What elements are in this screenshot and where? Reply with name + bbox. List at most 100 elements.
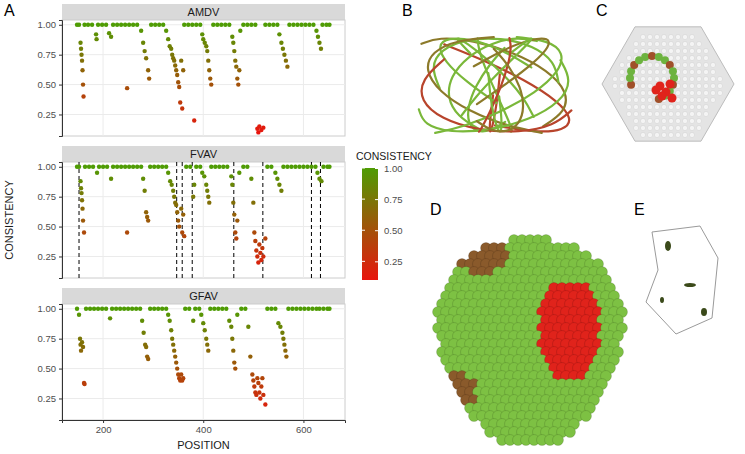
capsid-texture xyxy=(654,132,659,137)
point xyxy=(175,366,179,370)
capsid-texture xyxy=(640,69,645,74)
capsid-texture xyxy=(619,90,624,95)
point xyxy=(88,307,92,311)
capsid-patch xyxy=(652,86,661,95)
capsid-texture xyxy=(717,83,722,88)
point xyxy=(291,23,295,27)
point xyxy=(285,165,289,169)
point xyxy=(231,200,235,204)
capsid-texture xyxy=(689,90,694,95)
capsid-texture xyxy=(682,34,687,39)
tick-mark xyxy=(375,168,378,169)
capsid-texture xyxy=(675,118,680,123)
point xyxy=(79,52,83,56)
capsid-patch xyxy=(666,80,675,89)
point xyxy=(172,194,176,198)
capsid-texture xyxy=(654,69,659,74)
point xyxy=(115,165,119,169)
capsid-texture xyxy=(689,97,694,102)
tick-mark xyxy=(59,197,62,198)
tick-label: 0.75 xyxy=(38,333,57,344)
point xyxy=(241,23,245,27)
point xyxy=(223,23,227,27)
point xyxy=(171,342,175,346)
point xyxy=(111,165,115,169)
capsid-texture xyxy=(682,69,687,74)
point xyxy=(171,189,175,193)
capsid-texture xyxy=(689,83,694,88)
point xyxy=(260,376,264,380)
capsid-texture xyxy=(640,41,645,46)
capsid-texture xyxy=(675,34,680,39)
point xyxy=(180,106,184,110)
plot-area xyxy=(62,162,345,278)
point xyxy=(230,183,234,187)
reference-line xyxy=(311,162,312,278)
point xyxy=(94,32,98,36)
point xyxy=(200,32,204,36)
tick: 0.50 xyxy=(38,221,63,232)
point xyxy=(263,236,267,240)
capsid-texture xyxy=(633,97,638,102)
point xyxy=(109,35,113,39)
axis-line xyxy=(59,21,63,137)
axis-title: POSITION xyxy=(177,439,230,451)
tick-label: 0.50 xyxy=(38,363,57,374)
point xyxy=(285,64,289,68)
point xyxy=(298,307,302,311)
capsid-texture xyxy=(689,62,694,67)
point xyxy=(269,307,273,311)
point xyxy=(313,165,317,169)
point xyxy=(280,331,284,335)
point xyxy=(169,328,173,332)
point xyxy=(306,307,310,311)
capsid-texture xyxy=(654,125,659,130)
tick-mark xyxy=(375,261,378,262)
point xyxy=(179,58,183,62)
panel-label: A xyxy=(4,2,15,19)
grid-line xyxy=(303,20,304,136)
point xyxy=(209,82,213,86)
point xyxy=(153,23,157,27)
tick: 400 xyxy=(196,420,212,435)
tick-mark xyxy=(59,85,62,86)
facet: GFAV0.250.500.751.00200400600 xyxy=(38,288,346,435)
point xyxy=(204,183,208,187)
point xyxy=(279,189,283,193)
point xyxy=(78,41,82,45)
point xyxy=(261,393,265,397)
capsid-texture xyxy=(640,118,645,123)
capsid-texture xyxy=(640,83,645,88)
point xyxy=(281,165,285,169)
outline-spot xyxy=(684,283,696,287)
capsid-texture xyxy=(682,111,687,116)
point xyxy=(144,345,148,349)
point xyxy=(178,100,182,104)
point xyxy=(258,396,262,400)
capsid-texture xyxy=(682,62,687,67)
structure-ribbon xyxy=(419,37,572,133)
capsid-texture xyxy=(703,62,708,67)
point xyxy=(281,336,285,340)
point xyxy=(181,68,185,72)
point xyxy=(252,384,256,388)
point xyxy=(141,41,145,45)
tick-label: 0.50 xyxy=(38,221,57,232)
reference-line xyxy=(182,162,183,278)
capsid-texture xyxy=(661,34,666,39)
point xyxy=(82,230,86,234)
tick: 200 xyxy=(96,420,112,435)
capsid-texture xyxy=(654,62,659,67)
point xyxy=(216,307,220,311)
capsid-texture xyxy=(633,118,638,123)
capsid-texture xyxy=(675,41,680,46)
capsid-texture xyxy=(626,104,631,109)
point xyxy=(127,23,131,27)
point xyxy=(92,307,96,311)
ribbon xyxy=(419,60,568,131)
point xyxy=(79,191,83,195)
point xyxy=(286,307,290,311)
point xyxy=(234,236,238,240)
point xyxy=(229,174,233,178)
point xyxy=(258,251,262,255)
